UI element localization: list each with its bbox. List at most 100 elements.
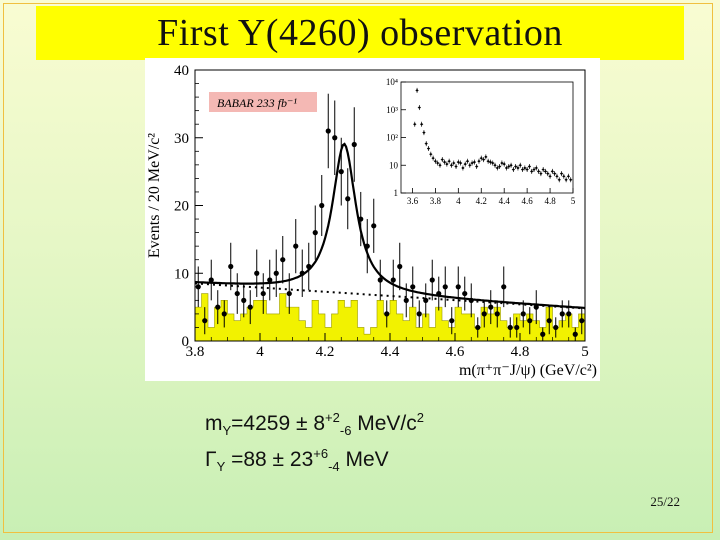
data-point bbox=[377, 277, 383, 283]
x-axis-label: m(π⁺π⁻J/ψ) (GeV/c²) bbox=[459, 362, 597, 379]
mass-value: =4259 ± 8 bbox=[231, 412, 326, 435]
inset-data-point bbox=[535, 166, 538, 170]
data-point bbox=[241, 297, 247, 303]
data-point bbox=[351, 141, 357, 148]
data-point bbox=[468, 297, 474, 303]
inset-data-point bbox=[445, 163, 448, 166]
data-point bbox=[228, 263, 234, 270]
inset-data-point bbox=[418, 106, 421, 109]
inset-y-tick-label: 10⁴ bbox=[386, 77, 398, 87]
inset-data-point bbox=[441, 158, 444, 161]
data-point bbox=[449, 318, 455, 324]
inset-data-point bbox=[436, 161, 439, 165]
page-number: 25/22 bbox=[650, 494, 680, 509]
dataset-label: BABAR 233 fb⁻¹ bbox=[217, 96, 297, 110]
mass-error-up: +2 bbox=[325, 410, 340, 425]
inset-data-point bbox=[505, 166, 508, 170]
inset-data-point bbox=[464, 163, 467, 166]
inset-data-point bbox=[457, 160, 460, 164]
inset-data-point bbox=[470, 161, 474, 165]
inset-data-point bbox=[432, 157, 435, 160]
inset-data-point bbox=[516, 166, 520, 170]
inset-data-point bbox=[553, 172, 556, 175]
data-point bbox=[540, 331, 546, 337]
inset-data-point bbox=[512, 168, 515, 171]
width-subscript: Y bbox=[216, 459, 226, 475]
x-tick-label: 4 bbox=[256, 344, 264, 360]
inset-data-point bbox=[475, 165, 478, 168]
data-point bbox=[306, 263, 312, 270]
inset-y-tick-label: 10³ bbox=[386, 105, 398, 115]
mass-spectrum-plot: 0 10 20 30 40 3.8 4 4.2 4.4 4.6 4.8 5 Events / 20 Me… bbox=[146, 63, 597, 379]
data-point bbox=[371, 223, 377, 229]
inset-x-tick-label: 4.4 bbox=[499, 196, 511, 206]
data-point bbox=[202, 318, 208, 324]
data-point bbox=[364, 243, 370, 249]
inset-x-tick-label: 4.2 bbox=[476, 196, 487, 206]
x-tick-label: 4.8 bbox=[511, 344, 530, 360]
data-point bbox=[267, 277, 273, 283]
inset-data-point bbox=[429, 153, 432, 156]
data-point bbox=[319, 202, 325, 209]
data-point bbox=[553, 324, 559, 331]
x-tick-label: 4.4 bbox=[381, 344, 400, 360]
mass-symbol: m bbox=[205, 412, 223, 435]
x-tick-label: 5 bbox=[581, 344, 589, 360]
inset-data-point bbox=[500, 161, 504, 165]
data-point bbox=[416, 311, 422, 317]
data-point bbox=[403, 297, 409, 303]
inset-data-point bbox=[450, 164, 453, 167]
inset-data-point bbox=[509, 164, 513, 167]
data-point bbox=[442, 284, 448, 290]
width-value: =88 ± 23 bbox=[225, 448, 314, 471]
data-point bbox=[345, 196, 351, 202]
data-point bbox=[488, 304, 494, 310]
inset-data-point bbox=[489, 160, 492, 164]
inset-data-point bbox=[491, 161, 494, 165]
width-symbol: Γ bbox=[205, 448, 217, 471]
inset-data-point bbox=[514, 165, 517, 168]
data-point bbox=[520, 311, 526, 317]
data-point bbox=[325, 128, 331, 134]
y-tick-label: 20 bbox=[174, 199, 189, 215]
data-point bbox=[299, 270, 305, 276]
data-point bbox=[559, 311, 565, 317]
inset-data-point bbox=[565, 178, 568, 181]
inset-data-point bbox=[503, 163, 506, 166]
inset-background bbox=[397, 76, 581, 209]
data-point bbox=[280, 257, 286, 263]
data-point bbox=[312, 230, 318, 236]
inset-data-point bbox=[415, 89, 419, 92]
inset-data-point bbox=[452, 161, 455, 165]
width-error-up: +6 bbox=[313, 446, 329, 461]
data-point bbox=[338, 169, 344, 175]
y-tick-label: 40 bbox=[174, 63, 189, 79]
inset-data-point bbox=[420, 123, 423, 126]
inset-data-point bbox=[480, 157, 483, 160]
data-point bbox=[507, 324, 513, 331]
inset-data-point bbox=[473, 160, 476, 164]
data-point bbox=[286, 290, 292, 297]
inset-data-point bbox=[544, 170, 547, 173]
x-tick-label: 4.2 bbox=[316, 344, 335, 360]
inset-data-point bbox=[487, 160, 490, 163]
data-point bbox=[527, 318, 533, 324]
inset-data-point bbox=[555, 175, 559, 178]
data-point bbox=[273, 270, 279, 276]
inset-data-point bbox=[546, 172, 549, 175]
inset-data-point bbox=[521, 168, 524, 171]
data-point bbox=[494, 311, 500, 317]
y-tick-label: 30 bbox=[174, 131, 189, 147]
inset-data-point bbox=[569, 178, 572, 181]
inset-data-point bbox=[526, 168, 529, 171]
inset-data-point bbox=[539, 172, 542, 175]
width-error-down: -4 bbox=[328, 459, 340, 475]
data-point bbox=[481, 311, 487, 317]
y-axis-label: Events / 20 MeV/c² bbox=[146, 133, 163, 258]
x-tick-label: 3.8 bbox=[186, 344, 205, 360]
inset-data-point bbox=[519, 164, 522, 167]
data-point bbox=[254, 270, 260, 276]
data-point bbox=[436, 290, 442, 297]
width-result: ΓY =88 ± 23+6-4 MeV bbox=[205, 446, 389, 474]
inset-data-point bbox=[438, 164, 442, 167]
